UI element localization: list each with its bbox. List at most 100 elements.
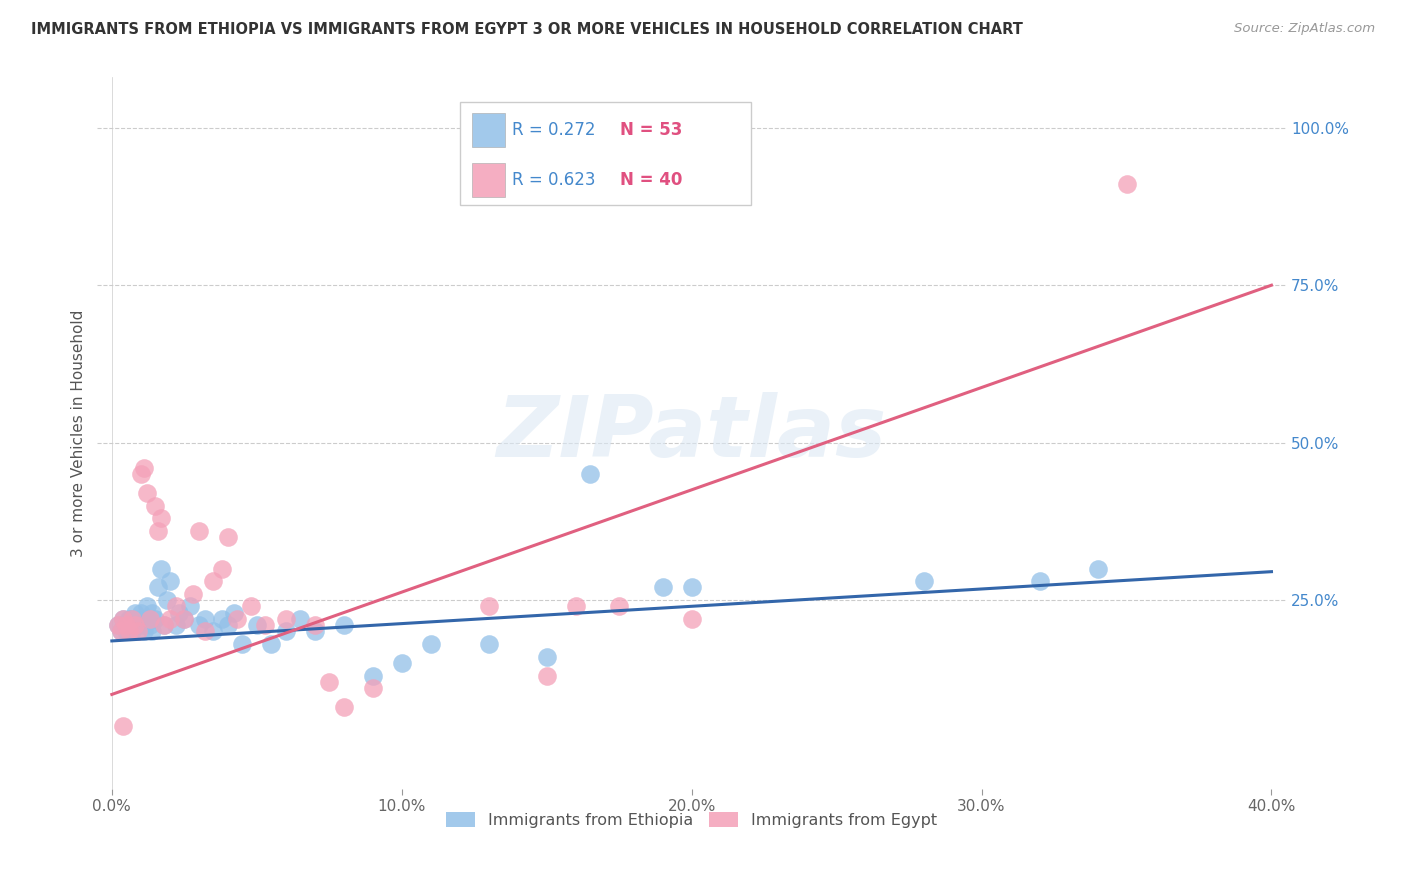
Point bbox=[153, 618, 176, 632]
Point bbox=[135, 612, 157, 626]
Point bbox=[187, 618, 209, 632]
Text: ZIPatlas: ZIPatlas bbox=[496, 392, 887, 475]
Text: IMMIGRANTS FROM ETHIOPIA VS IMMIGRANTS FROM EGYPT 3 OR MORE VEHICLES IN HOUSEHOL: IMMIGRANTS FROM ETHIOPIA VS IMMIGRANTS F… bbox=[31, 22, 1022, 37]
Point bbox=[112, 719, 135, 733]
Point bbox=[138, 618, 160, 632]
Point bbox=[121, 624, 143, 639]
Point bbox=[132, 460, 155, 475]
Point bbox=[148, 581, 170, 595]
Point bbox=[107, 618, 129, 632]
Point bbox=[536, 649, 558, 664]
Point bbox=[181, 587, 204, 601]
Point bbox=[159, 574, 181, 588]
Point bbox=[153, 618, 176, 632]
Point bbox=[912, 574, 935, 588]
Point bbox=[290, 612, 312, 626]
Point bbox=[179, 599, 201, 614]
Point bbox=[361, 681, 384, 695]
Point bbox=[681, 612, 703, 626]
Point bbox=[132, 624, 155, 639]
Point bbox=[112, 612, 135, 626]
Point bbox=[115, 624, 138, 639]
Point bbox=[141, 606, 163, 620]
Point bbox=[150, 561, 173, 575]
Point bbox=[333, 700, 356, 714]
Point bbox=[254, 618, 277, 632]
Point bbox=[127, 612, 149, 626]
Point bbox=[318, 674, 340, 689]
Point bbox=[150, 511, 173, 525]
FancyBboxPatch shape bbox=[460, 103, 751, 205]
Point bbox=[173, 612, 195, 626]
Point bbox=[1115, 178, 1137, 192]
Point bbox=[115, 618, 138, 632]
Text: R = 0.272: R = 0.272 bbox=[512, 120, 596, 138]
Point bbox=[124, 606, 146, 620]
Point bbox=[478, 599, 501, 614]
Point bbox=[246, 618, 269, 632]
Point bbox=[1028, 574, 1050, 588]
Point bbox=[240, 599, 263, 614]
Point bbox=[681, 581, 703, 595]
Point bbox=[564, 599, 586, 614]
Point bbox=[110, 624, 132, 639]
Point bbox=[651, 581, 673, 595]
Point bbox=[141, 624, 163, 639]
Point bbox=[579, 467, 602, 481]
Point bbox=[159, 612, 181, 626]
Point bbox=[217, 618, 239, 632]
Point bbox=[478, 637, 501, 651]
Point bbox=[129, 618, 152, 632]
Point bbox=[231, 637, 253, 651]
Point bbox=[391, 656, 413, 670]
Text: Source: ZipAtlas.com: Source: ZipAtlas.com bbox=[1234, 22, 1375, 36]
Point bbox=[274, 624, 297, 639]
Point bbox=[211, 612, 233, 626]
Point bbox=[118, 624, 141, 639]
Y-axis label: 3 or more Vehicles in Household: 3 or more Vehicles in Household bbox=[72, 310, 86, 557]
Point bbox=[333, 618, 356, 632]
Point bbox=[304, 624, 326, 639]
Point bbox=[361, 668, 384, 682]
Point bbox=[124, 618, 146, 632]
Point bbox=[112, 612, 135, 626]
FancyBboxPatch shape bbox=[472, 112, 505, 146]
Point bbox=[536, 668, 558, 682]
Point bbox=[225, 612, 247, 626]
Point bbox=[187, 524, 209, 538]
Point bbox=[260, 637, 283, 651]
FancyBboxPatch shape bbox=[472, 163, 505, 197]
Point bbox=[127, 624, 149, 639]
Point bbox=[274, 612, 297, 626]
Text: N = 40: N = 40 bbox=[620, 171, 683, 189]
Point bbox=[222, 606, 245, 620]
Point bbox=[194, 624, 217, 639]
Point bbox=[304, 618, 326, 632]
Point bbox=[143, 612, 166, 626]
Text: N = 53: N = 53 bbox=[620, 120, 683, 138]
Point bbox=[135, 599, 157, 614]
Point bbox=[217, 530, 239, 544]
Point bbox=[115, 618, 138, 632]
Point bbox=[110, 624, 132, 639]
Point bbox=[129, 606, 152, 620]
Point bbox=[118, 612, 141, 626]
Point bbox=[419, 637, 441, 651]
Point bbox=[138, 612, 160, 626]
Legend: Immigrants from Ethiopia, Immigrants from Egypt: Immigrants from Ethiopia, Immigrants fro… bbox=[440, 805, 943, 834]
Point bbox=[156, 593, 179, 607]
Point bbox=[107, 618, 129, 632]
Point bbox=[173, 612, 195, 626]
Point bbox=[121, 612, 143, 626]
Point bbox=[165, 618, 187, 632]
Text: R = 0.623: R = 0.623 bbox=[512, 171, 596, 189]
Point bbox=[167, 606, 190, 620]
Point bbox=[135, 486, 157, 500]
Point bbox=[202, 574, 225, 588]
Point bbox=[607, 599, 630, 614]
Point bbox=[211, 561, 233, 575]
Point bbox=[129, 467, 152, 481]
Point bbox=[148, 524, 170, 538]
Point bbox=[194, 612, 217, 626]
Point bbox=[124, 618, 146, 632]
